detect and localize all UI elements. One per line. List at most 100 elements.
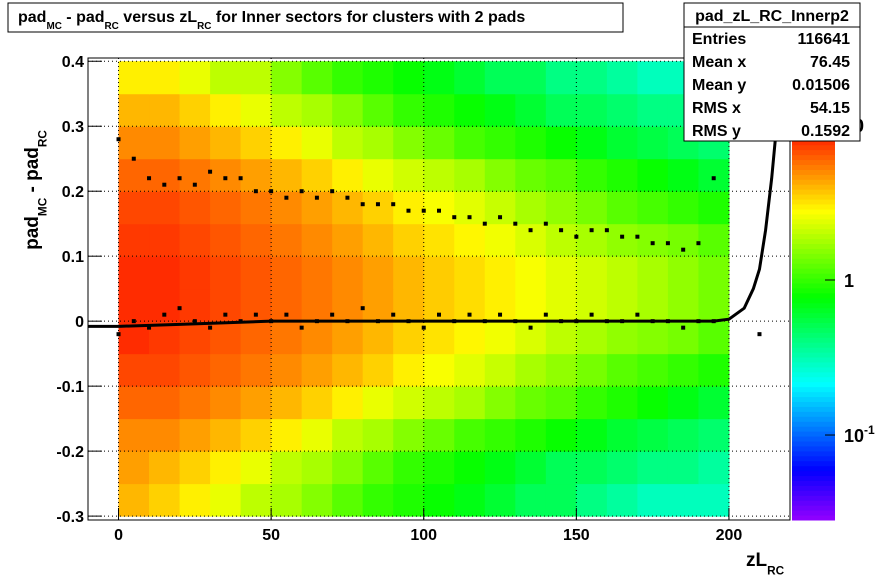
z-tick-label: 10-1 — [844, 423, 875, 446]
text-piece: - pad — [22, 147, 43, 198]
heat-cell — [393, 223, 425, 257]
heat-cell — [393, 191, 425, 225]
profile-point — [131, 156, 136, 161]
colorbar-step — [792, 199, 835, 205]
heat-cell — [393, 158, 425, 192]
profile-point — [513, 221, 518, 226]
heat-cell — [362, 353, 394, 387]
heat-cell — [606, 451, 638, 485]
heat-cell — [484, 386, 516, 420]
text-piece: - pad — [62, 9, 105, 26]
profile-point — [604, 228, 609, 233]
profile-point — [665, 241, 670, 246]
heat-cell — [545, 126, 577, 160]
x-tick-label: 150 — [563, 527, 590, 544]
heat-cell — [423, 288, 455, 322]
profile-point — [147, 325, 152, 330]
heat-cell — [362, 256, 394, 290]
colorbar-step — [792, 426, 835, 432]
heat-cell — [149, 223, 181, 257]
heat-cell — [637, 418, 669, 452]
heat-cell — [271, 158, 303, 192]
colorbar-step — [792, 436, 835, 442]
heat-cell — [698, 386, 730, 420]
heat-cell — [362, 158, 394, 192]
heat-cell — [545, 418, 577, 452]
heat-cell — [301, 158, 333, 192]
colorbar-step — [792, 357, 835, 363]
profile-point — [498, 312, 503, 317]
heat-cell — [423, 158, 455, 192]
profile-point — [192, 319, 197, 324]
heat-cell — [393, 321, 425, 355]
profile-point — [330, 189, 335, 194]
title-box — [7, 2, 624, 33]
heat-cell — [240, 483, 272, 517]
heat-cell — [149, 288, 181, 322]
heat-cell — [576, 93, 608, 127]
heat-cell — [667, 451, 699, 485]
heat-cell — [149, 93, 181, 127]
heat-cell — [149, 483, 181, 517]
colorbar-step — [792, 283, 835, 289]
heat-cell — [454, 386, 486, 420]
heat-cell — [271, 256, 303, 290]
heat-cell — [393, 353, 425, 387]
colorbar-step — [792, 347, 835, 353]
heat-cell — [301, 256, 333, 290]
frame — [87, 57, 791, 521]
y-axis-label: padMC - padRC — [22, 130, 50, 250]
heat-cell — [240, 288, 272, 322]
heat-cell — [301, 61, 333, 95]
profile-point — [116, 137, 121, 142]
heat-cell — [454, 191, 486, 225]
fit-line — [88, 74, 783, 328]
profile-point — [360, 202, 365, 207]
heat-cell — [271, 61, 303, 95]
heat-cell — [332, 158, 364, 192]
heat-cell — [576, 353, 608, 387]
subscript: RC — [105, 21, 119, 32]
heat-cell — [210, 61, 242, 95]
heat-cell — [210, 386, 242, 420]
profile-point — [467, 215, 472, 220]
heat-cell — [484, 353, 516, 387]
colorbar-step — [792, 505, 835, 511]
heat-cell — [698, 191, 730, 225]
heat-cell — [393, 61, 425, 95]
heat-cell — [301, 321, 333, 355]
heat-cell — [179, 386, 211, 420]
colorbar-step — [792, 500, 835, 506]
heat-cell — [423, 191, 455, 225]
heat-cell — [240, 451, 272, 485]
heat-cell — [545, 483, 577, 517]
heat-cell — [484, 418, 516, 452]
heat-cell — [118, 418, 150, 452]
heat-cell — [606, 61, 638, 95]
heat-cell — [423, 386, 455, 420]
profile-point — [299, 189, 304, 194]
heat-cell — [606, 483, 638, 517]
stats-label: RMS y — [692, 123, 741, 140]
profile-point — [223, 312, 228, 317]
heat-cell — [454, 418, 486, 452]
colorbar-step — [792, 312, 835, 319]
y-tick-label: 0.3 — [62, 119, 84, 136]
heat-cell — [515, 191, 547, 225]
colorbar-step — [792, 258, 835, 264]
colorbar-step — [792, 342, 835, 348]
colorbar-step — [792, 401, 835, 407]
heat-cell — [667, 191, 699, 225]
heat-cell — [179, 223, 211, 257]
heat-cell — [515, 158, 547, 192]
heat-cell — [454, 61, 486, 95]
z-tick-base: 10 — [844, 426, 864, 446]
heat-cell — [423, 353, 455, 387]
heat-cell — [210, 451, 242, 485]
stats-label: Mean x — [692, 54, 746, 71]
colorbar-step — [792, 287, 835, 294]
heat-cell — [393, 451, 425, 485]
heat-cell — [301, 418, 333, 452]
heat-cell — [362, 191, 394, 225]
